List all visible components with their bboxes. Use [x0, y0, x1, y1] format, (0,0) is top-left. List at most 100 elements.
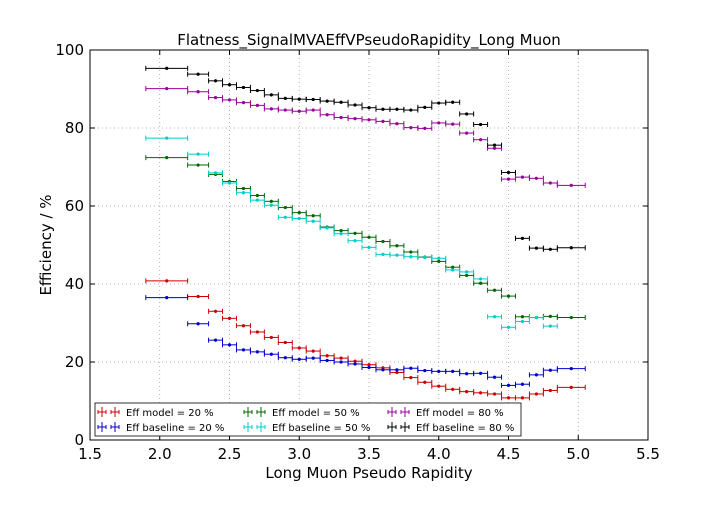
marker	[479, 277, 483, 281]
data-point	[431, 255, 447, 261]
marker	[423, 368, 427, 373]
marker	[479, 138, 483, 142]
marker	[213, 338, 218, 342]
marker	[437, 121, 441, 125]
marker	[465, 390, 469, 394]
marker	[165, 87, 169, 91]
marker	[569, 246, 573, 250]
data-point	[417, 125, 433, 131]
legend-entry: Eff model = 50 %	[243, 407, 360, 419]
legend-label: Eff baseline = 80 %	[416, 423, 514, 434]
marker	[534, 373, 539, 377]
data-point	[361, 244, 377, 250]
x-tick-label: 5.0	[566, 445, 590, 463]
data-point	[501, 293, 516, 299]
marker	[196, 322, 200, 326]
data-point	[235, 185, 251, 191]
legend-label: Eff model = 20 %	[126, 408, 214, 419]
data-point	[263, 351, 279, 357]
marker	[213, 309, 218, 313]
data-point	[187, 321, 210, 327]
marker	[353, 359, 357, 363]
marker	[520, 315, 525, 319]
data-point	[249, 197, 265, 203]
marker	[548, 324, 552, 328]
marker	[255, 330, 259, 334]
y-tick-label: 80	[65, 119, 84, 137]
data-point	[556, 182, 586, 188]
data-point	[347, 238, 363, 244]
marker	[196, 72, 200, 76]
marker	[465, 372, 469, 376]
data-point	[542, 323, 558, 329]
data-point	[514, 318, 530, 324]
series-3	[145, 135, 558, 330]
marker	[227, 316, 232, 320]
data-point	[187, 89, 210, 95]
marker	[196, 294, 200, 299]
marker	[339, 232, 343, 236]
marker	[339, 100, 343, 104]
marker	[506, 383, 511, 387]
marker	[381, 368, 385, 372]
marker	[269, 352, 273, 356]
marker	[297, 357, 301, 361]
marker	[297, 216, 301, 221]
marker	[520, 382, 525, 386]
data-point	[459, 269, 475, 275]
marker	[165, 136, 169, 140]
data-point	[389, 367, 405, 373]
data-point	[249, 102, 265, 108]
data-point	[431, 383, 447, 389]
data-point	[417, 104, 433, 110]
marker	[492, 288, 497, 292]
x-tick-label: 1.5	[78, 445, 102, 463]
marker	[395, 244, 399, 248]
marker	[241, 186, 246, 191]
y-tick-label: 100	[55, 41, 84, 59]
marker	[241, 191, 246, 195]
marker	[339, 360, 343, 364]
marker	[451, 268, 455, 272]
marker	[283, 340, 287, 345]
marker	[311, 97, 315, 102]
legend-entry: Eff baseline = 20 %	[97, 422, 224, 434]
marker	[395, 370, 399, 375]
data-point	[319, 225, 335, 231]
marker	[465, 112, 469, 116]
data-point	[459, 130, 475, 136]
data-point	[187, 71, 210, 77]
data-point	[263, 92, 279, 98]
data-point	[514, 235, 530, 241]
data-point	[556, 315, 586, 321]
marker	[395, 122, 399, 126]
marker	[395, 253, 399, 257]
marker	[213, 95, 218, 100]
data-point	[333, 359, 349, 365]
data-point	[333, 231, 349, 237]
data-layer	[145, 65, 586, 401]
marker	[492, 143, 497, 147]
marker	[297, 346, 301, 350]
data-point	[235, 323, 251, 329]
x-tick-label: 5.5	[636, 445, 660, 463]
marker	[325, 99, 329, 103]
data-point	[305, 348, 321, 354]
marker	[548, 388, 552, 393]
data-point	[473, 370, 489, 376]
marker	[409, 366, 413, 370]
data-point	[445, 121, 461, 127]
marker	[269, 93, 273, 97]
marker	[569, 385, 573, 389]
marker	[451, 387, 455, 391]
data-point	[145, 278, 189, 284]
series-4	[145, 86, 586, 188]
data-point	[528, 372, 544, 378]
marker	[353, 117, 357, 121]
marker	[283, 215, 287, 219]
marker	[520, 396, 525, 400]
data-point	[208, 337, 224, 343]
marker	[311, 349, 315, 353]
legend-entry: Eff baseline = 50 %	[243, 422, 370, 434]
